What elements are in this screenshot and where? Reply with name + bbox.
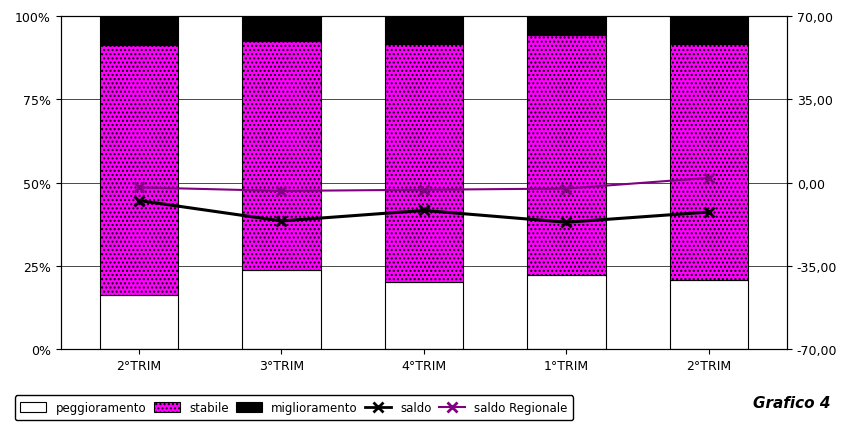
Bar: [385, 17, 463, 45]
Bar: [670, 44, 748, 281]
Bar: [527, 17, 606, 35]
Bar: [670, 281, 748, 349]
Text: Grafico 4: Grafico 4: [753, 395, 830, 410]
Bar: [242, 17, 321, 42]
Bar: [99, 17, 178, 46]
Bar: [670, 17, 748, 44]
Bar: [242, 42, 321, 271]
Bar: [527, 276, 606, 349]
Bar: [385, 282, 463, 349]
Bar: [242, 271, 321, 349]
Bar: [385, 45, 463, 282]
Legend: peggioramento, stabile, miglioramento, saldo, saldo Regionale: peggioramento, stabile, miglioramento, s…: [15, 395, 573, 420]
Bar: [99, 46, 178, 296]
Bar: [527, 35, 606, 276]
Bar: [99, 296, 178, 349]
